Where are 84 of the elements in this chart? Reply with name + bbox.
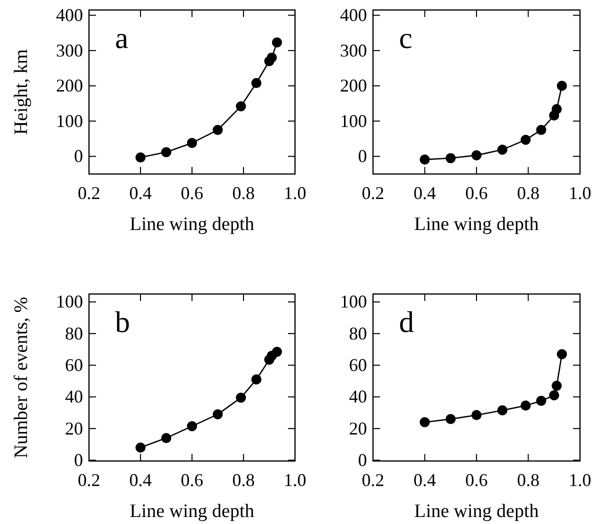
point — [272, 37, 282, 48]
y-tick-label: 0 — [358, 146, 367, 166]
point — [549, 390, 560, 400]
point — [471, 150, 482, 160]
y-tick-label: 60 — [65, 354, 83, 375]
annotation: a — [115, 22, 128, 55]
point — [552, 380, 562, 391]
point — [161, 147, 172, 158]
y-tick-label: 0 — [358, 450, 367, 470]
point — [272, 346, 282, 357]
y-tick-label: 200 — [340, 76, 367, 96]
x-axis-title: Line wing depth — [414, 501, 540, 522]
x-tick-label: 0.8 — [232, 182, 255, 203]
y-tick-label: 0 — [74, 146, 83, 166]
y-tick-label: 200 — [56, 76, 83, 96]
point — [236, 392, 246, 403]
y-tick-label: 400 — [340, 5, 367, 26]
x-tick-label: 1.0 — [568, 182, 592, 203]
point — [236, 101, 246, 112]
y-axis-title: Number of events, % — [11, 296, 32, 458]
y-tick-label: 40 — [65, 386, 83, 407]
point — [212, 409, 223, 420]
point — [186, 421, 198, 432]
point — [536, 124, 546, 135]
y-tick-label: 300 — [56, 40, 83, 60]
y-tick-label: 20 — [65, 418, 83, 438]
y-tick-label: 100 — [340, 292, 367, 312]
x-tick-label: 0.4 — [414, 470, 436, 490]
y-tick-label: 60 — [349, 354, 367, 375]
x-tick-label: 0.8 — [517, 182, 540, 203]
point — [266, 52, 277, 63]
x-tick-label: 0.2 — [362, 470, 384, 490]
point — [497, 405, 508, 416]
x-tick-label: 0.2 — [78, 470, 100, 490]
y-tick-label: 100 — [56, 292, 83, 312]
point — [536, 396, 546, 406]
y-tick-label: 20 — [349, 418, 367, 438]
y-tick-label: 100 — [340, 110, 367, 131]
y-tick-label: 400 — [56, 5, 83, 26]
x-tick-label: 0.6 — [180, 182, 204, 203]
x-tick-label: 0.8 — [517, 470, 540, 490]
point — [135, 442, 146, 453]
x-tick-label: 0.6 — [180, 470, 204, 490]
point — [446, 153, 456, 164]
point — [251, 78, 262, 88]
point — [556, 80, 567, 91]
y-tick-label: 80 — [349, 323, 367, 344]
point — [420, 417, 430, 428]
x-tick-label: 0.6 — [465, 182, 488, 203]
annotation: d — [399, 306, 414, 339]
point — [186, 138, 198, 148]
point — [552, 104, 562, 114]
point — [135, 152, 146, 162]
y-tick-label: 40 — [349, 386, 367, 407]
x-tick-label: 1.0 — [284, 182, 306, 203]
point — [520, 400, 531, 411]
x-tick-label: 0.2 — [362, 182, 384, 203]
x-tick-label: 1.0 — [284, 470, 306, 490]
annotation: b — [115, 306, 130, 339]
y-axis-title: Height, km — [11, 49, 32, 135]
x-axis-title: Line wing depth — [414, 214, 540, 235]
point — [471, 410, 482, 420]
x-tick-label: 1.0 — [568, 470, 592, 490]
point — [520, 134, 531, 145]
y-tick-label: 80 — [65, 323, 83, 344]
point — [212, 124, 223, 135]
y-tick-label: 0 — [74, 450, 83, 470]
x-tick-label: 0.4 — [129, 182, 152, 203]
point — [420, 154, 430, 165]
x-tick-label: 0.2 — [78, 182, 100, 203]
point — [497, 144, 508, 155]
y-tick-label: 300 — [340, 40, 367, 60]
x-tick-label: 0.8 — [232, 470, 255, 490]
x-tick-label: 0.4 — [129, 470, 152, 490]
x-tick-label: 0.6 — [465, 470, 488, 490]
x-axis-title: Line wing depth — [130, 214, 255, 235]
y-tick-label: 100 — [56, 110, 83, 131]
x-tick-label: 0.4 — [414, 182, 436, 203]
point — [161, 433, 172, 444]
annotation: c — [399, 22, 412, 55]
point — [446, 414, 456, 424]
x-axis-title: Line wing depth — [130, 501, 255, 522]
point — [556, 349, 567, 360]
point — [251, 374, 262, 385]
